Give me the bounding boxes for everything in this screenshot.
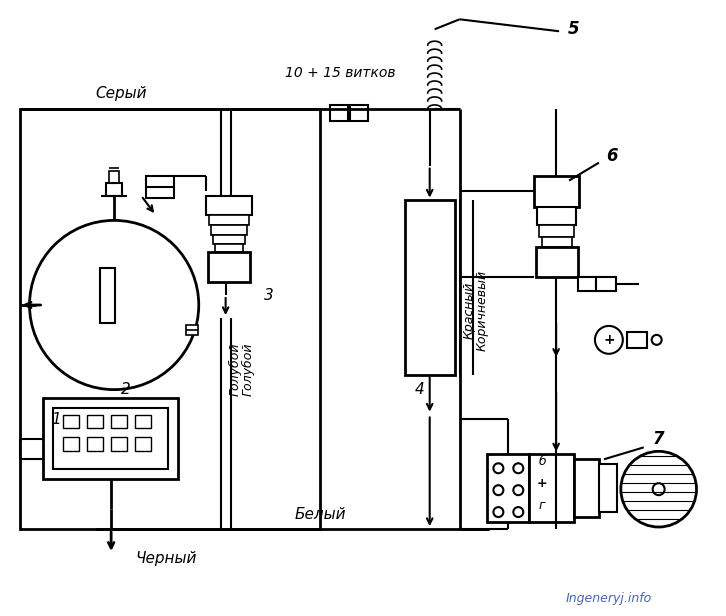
Bar	[627, 332, 647, 348]
Bar	[208, 253, 250, 282]
Text: +: +	[603, 333, 615, 347]
Circle shape	[513, 507, 523, 517]
Text: +: +	[537, 477, 547, 490]
Text: Черный: Черный	[135, 551, 197, 566]
Bar	[542, 237, 572, 247]
Bar	[537, 247, 578, 277]
Bar	[135, 415, 151, 429]
Text: 6: 6	[606, 147, 618, 164]
Bar	[205, 195, 251, 216]
Bar	[539, 225, 574, 237]
Circle shape	[513, 463, 523, 473]
Text: б: б	[538, 455, 546, 468]
Bar	[106, 182, 122, 195]
Text: Серый: Серый	[95, 86, 147, 102]
Circle shape	[494, 485, 503, 495]
Bar	[208, 216, 248, 225]
Bar	[54, 408, 168, 469]
Text: 3: 3	[264, 288, 273, 302]
Bar	[215, 245, 242, 253]
Bar	[599, 464, 617, 512]
Text: Коричневый: Коричневый	[476, 269, 489, 351]
Text: Белый: Белый	[295, 506, 346, 522]
Bar	[487, 455, 529, 522]
Text: 7: 7	[653, 431, 664, 448]
Bar	[87, 437, 103, 452]
Bar	[350, 105, 368, 121]
Circle shape	[595, 326, 623, 354]
Bar	[578, 277, 596, 291]
Bar	[186, 325, 197, 335]
Text: 4: 4	[415, 382, 425, 397]
Bar	[330, 105, 348, 121]
Bar	[596, 277, 616, 291]
Bar	[529, 455, 574, 522]
Text: 10 + 15 витков: 10 + 15 витков	[285, 66, 396, 80]
Bar	[87, 415, 103, 429]
Circle shape	[494, 507, 503, 517]
Bar	[111, 437, 127, 452]
Bar	[146, 176, 174, 198]
Circle shape	[653, 483, 664, 495]
Bar	[111, 415, 127, 429]
Bar	[537, 208, 576, 225]
Circle shape	[494, 463, 503, 473]
Text: Ingeneryj.info: Ingeneryj.info	[566, 592, 652, 605]
Bar	[534, 176, 579, 208]
Bar	[63, 437, 79, 452]
Circle shape	[652, 335, 661, 345]
Bar	[574, 460, 599, 517]
Bar	[135, 437, 151, 452]
Text: 1: 1	[52, 412, 61, 427]
Bar	[20, 109, 320, 529]
Circle shape	[30, 221, 199, 390]
Bar	[109, 171, 119, 182]
Text: Голубой: Голубой	[229, 343, 242, 397]
Text: Голубой: Голубой	[242, 343, 255, 397]
Text: 5: 5	[568, 20, 580, 38]
Bar	[44, 397, 178, 479]
Text: г: г	[539, 498, 545, 512]
Circle shape	[513, 485, 523, 495]
Bar	[100, 268, 115, 323]
Text: 2: 2	[121, 382, 131, 397]
Bar	[405, 200, 454, 375]
Bar	[63, 415, 79, 429]
Bar	[213, 235, 245, 245]
Bar	[211, 225, 247, 235]
Text: Красный: Красный	[463, 282, 476, 339]
Circle shape	[621, 452, 696, 527]
